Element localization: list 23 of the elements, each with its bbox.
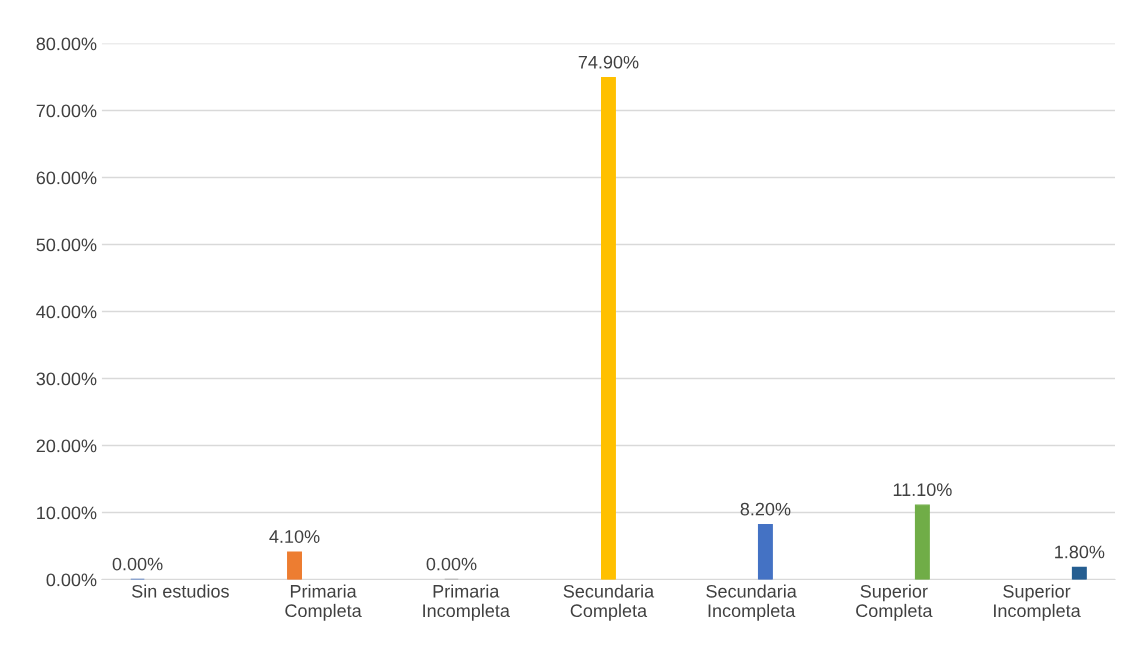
data-label: 8.20% xyxy=(740,502,791,516)
data-label: 74.90% xyxy=(578,55,639,69)
x-tick-label: Primaria Completa xyxy=(285,584,362,621)
y-tick-label: 60.00% xyxy=(36,171,97,185)
x-tick-label: Secundaria Completa xyxy=(563,584,655,621)
y-tick-label: 20.00% xyxy=(36,439,97,453)
x-tick-label: Superior Completa xyxy=(856,584,933,621)
y-tick-label: 30.00% xyxy=(36,372,97,386)
x-tick-label: Secundaria Incompleta xyxy=(706,584,797,621)
y-tick-label: 70.00% xyxy=(36,104,97,118)
data-label: 0.00% xyxy=(112,557,163,571)
x-tick-label: Primaria Incompleta xyxy=(423,584,510,621)
data-label: 1.80% xyxy=(1055,545,1105,559)
y-tick-label: 80.00% xyxy=(36,37,97,51)
x-tick-label: Sin estudios xyxy=(132,584,229,598)
data-label: 11.10% xyxy=(893,483,952,497)
x-tick-label: Superior Incompleta xyxy=(994,584,1081,621)
y-tick-label: 10.00% xyxy=(37,506,97,520)
data-label: 0.00% xyxy=(426,557,477,571)
data-label: 4.10% xyxy=(269,530,320,543)
y-tick-label: 0.00% xyxy=(46,573,97,587)
y-tick-label: 40.00% xyxy=(36,305,97,319)
y-tick-label: 50.00% xyxy=(36,238,97,252)
